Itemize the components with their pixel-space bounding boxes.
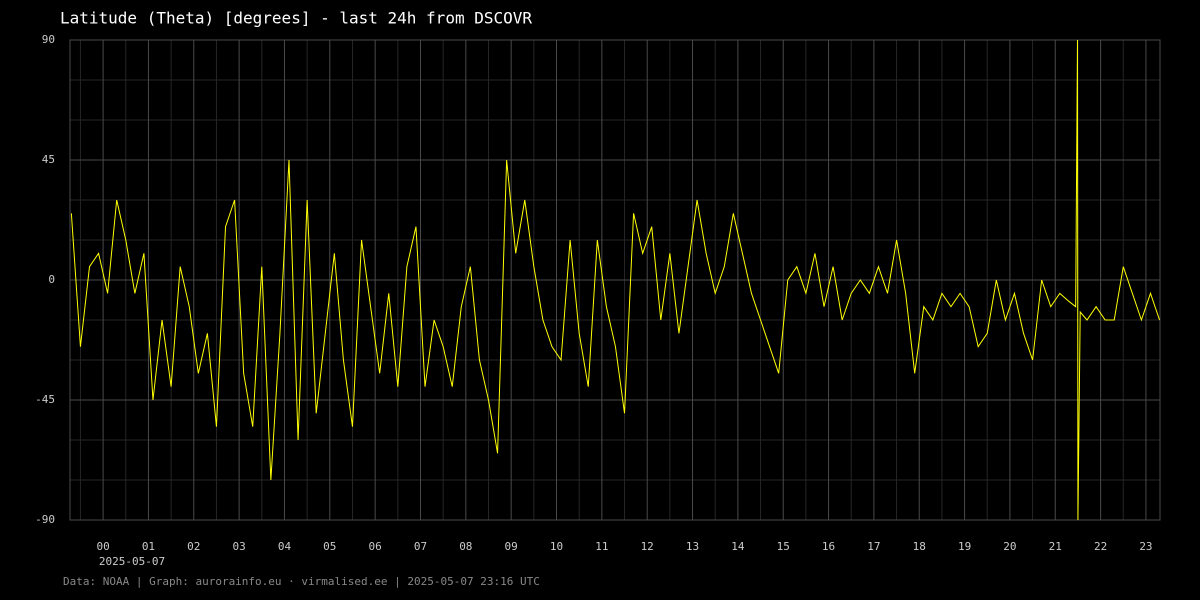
x-tick-label: 21 xyxy=(1049,540,1062,553)
x-tick-label: 20 xyxy=(1003,540,1016,553)
x-tick-label: 04 xyxy=(278,540,292,553)
x-tick-label: 18 xyxy=(913,540,926,553)
x-tick-label: 17 xyxy=(867,540,880,553)
y-tick-label: 45 xyxy=(42,153,55,166)
x-tick-label: 09 xyxy=(505,540,518,553)
plot-frame xyxy=(69,39,1161,521)
x-tick-label: 16 xyxy=(822,540,835,553)
x-tick-label: 05 xyxy=(323,540,336,553)
x-tick-label: 12 xyxy=(641,540,654,553)
chart-title: Latitude (Theta) [degrees] - last 24h fr… xyxy=(60,9,532,28)
x-tick-label: 19 xyxy=(958,540,971,553)
x-tick-label: 11 xyxy=(595,540,608,553)
y-tick-label: 90 xyxy=(42,33,55,46)
x-tick-label: 02 xyxy=(187,540,200,553)
x-tick-label: 10 xyxy=(550,540,563,553)
x-tick-label: 14 xyxy=(731,540,745,553)
data-line xyxy=(70,39,1161,521)
x-tick-label: 13 xyxy=(686,540,699,553)
footer: Data: NOAA | Graph: aurorainfo.eu · virm… xyxy=(63,575,540,588)
x-tick-label: 00 xyxy=(96,540,109,553)
y-tick-label: 0 xyxy=(48,273,55,286)
y-tick-label: -45 xyxy=(35,393,55,406)
x-tick-label: 15 xyxy=(777,540,790,553)
x-tick-label: 22 xyxy=(1094,540,1107,553)
x-tick-label: 23 xyxy=(1139,540,1152,553)
x-tick-label: 08 xyxy=(459,540,472,553)
x-tick-label: 06 xyxy=(369,540,382,553)
x-tick-label: 03 xyxy=(232,540,245,553)
x-tick-label: 01 xyxy=(142,540,155,553)
y-tick-label: -90 xyxy=(35,513,55,526)
date-label: 2025-05-07 xyxy=(99,555,165,568)
x-tick-label: 07 xyxy=(414,540,427,553)
